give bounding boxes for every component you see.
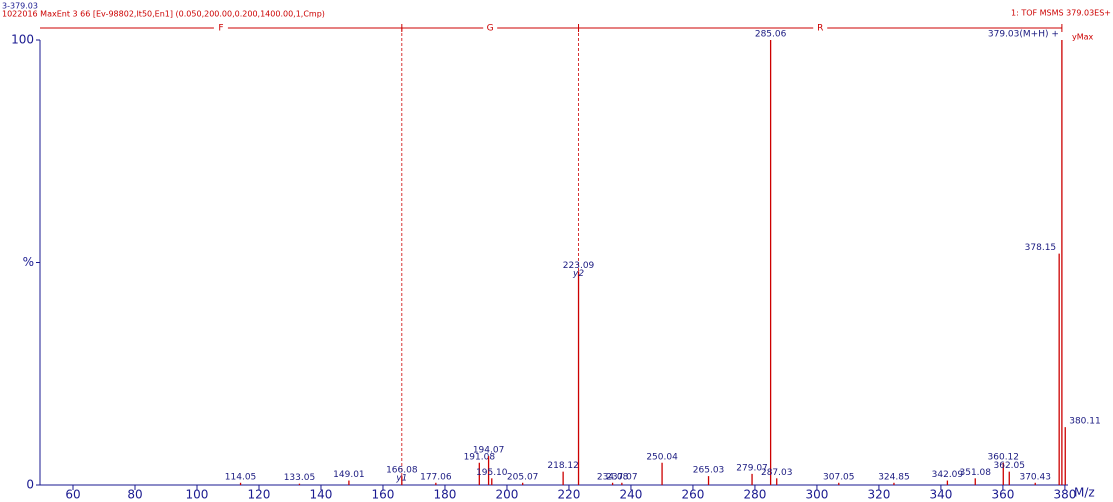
sequence-letter: R	[817, 24, 823, 34]
peak-label: 234.08	[597, 472, 629, 482]
peak-label: 307.05	[823, 472, 855, 482]
x-tick-label: 340	[929, 488, 952, 502]
peak-label: 223.09	[563, 261, 595, 271]
x-tick-label: 300	[805, 488, 828, 502]
peak-label: 194.07	[473, 446, 505, 456]
peak-label: 191.08	[464, 452, 496, 462]
peak-label: 378.15	[1025, 243, 1057, 253]
peak-label: 285.06	[755, 30, 787, 40]
x-tick-label: 220	[558, 488, 581, 502]
peak-label: 265.03	[693, 466, 725, 476]
x-tick-label: 80	[127, 488, 142, 502]
x-tick-label: 200	[496, 488, 519, 502]
x-tick-label: 180	[434, 488, 457, 502]
x-tick-label: 320	[867, 488, 890, 502]
peak-label: 114.05	[225, 472, 257, 482]
x-tick-label: 380	[1053, 488, 1076, 502]
peak-label: 380.11	[1069, 417, 1101, 427]
sequence-letter-bg	[483, 22, 498, 34]
x-tick-label: 360	[991, 488, 1014, 502]
x-tick-label: 240	[619, 488, 642, 502]
peak-label: 351.08	[960, 468, 992, 478]
y-tick-label: %	[23, 255, 34, 269]
x-tick-label: 160	[372, 488, 395, 502]
peak-label: 279.07	[736, 463, 768, 473]
peak-label: 195.10	[476, 468, 508, 478]
peak-label: 379.03(M+H) +	[988, 30, 1059, 40]
ion-annotation: y1	[395, 474, 407, 484]
peak-label: 360.12	[988, 452, 1020, 462]
chart-title: 3-379.03	[2, 2, 38, 11]
peak-label: 205.07	[507, 472, 539, 482]
peak-label: 370.43	[1019, 472, 1051, 482]
x-axis-label: M/z	[1074, 486, 1095, 500]
y-tick-label: 100	[11, 33, 34, 47]
peak-label: 177.06	[420, 472, 452, 482]
peak-label: 166.08	[386, 466, 418, 476]
x-tick-label: 260	[681, 488, 704, 502]
chart-subtitle: 1022016 MaxEnt 3 66 [Ev-98802,It50,En1] …	[2, 10, 325, 19]
y-tick-label: 0	[26, 478, 34, 492]
peak-label: 149.01	[333, 470, 365, 480]
x-tick-label: 280	[743, 488, 766, 502]
x-tick-label: 120	[248, 488, 271, 502]
peak-label: 324.85	[878, 472, 910, 482]
x-tick-label: 100	[186, 488, 209, 502]
peak-label: 218.12	[547, 461, 579, 471]
instrument-label: 1: TOF MSMS 379.03ES+	[1011, 9, 1111, 18]
peak-label: 342.09	[932, 470, 964, 480]
peak-label: 287.03	[761, 468, 793, 478]
peak-label: 133.05	[284, 473, 316, 483]
ion-annotation: y2	[572, 269, 584, 279]
peak-label: 362.05	[994, 461, 1026, 471]
x-tick-label: 60	[65, 488, 80, 502]
ymax-label: yMax	[1072, 33, 1094, 42]
sequence-letter: F	[218, 24, 223, 34]
peak-label: 250.04	[646, 452, 678, 462]
sequence-letter-bg	[813, 22, 828, 34]
sequence-letter-bg	[213, 22, 228, 34]
sequence-letter: G	[487, 24, 494, 34]
x-tick-label: 140	[310, 488, 333, 502]
peak-label: 237.07	[606, 472, 638, 482]
